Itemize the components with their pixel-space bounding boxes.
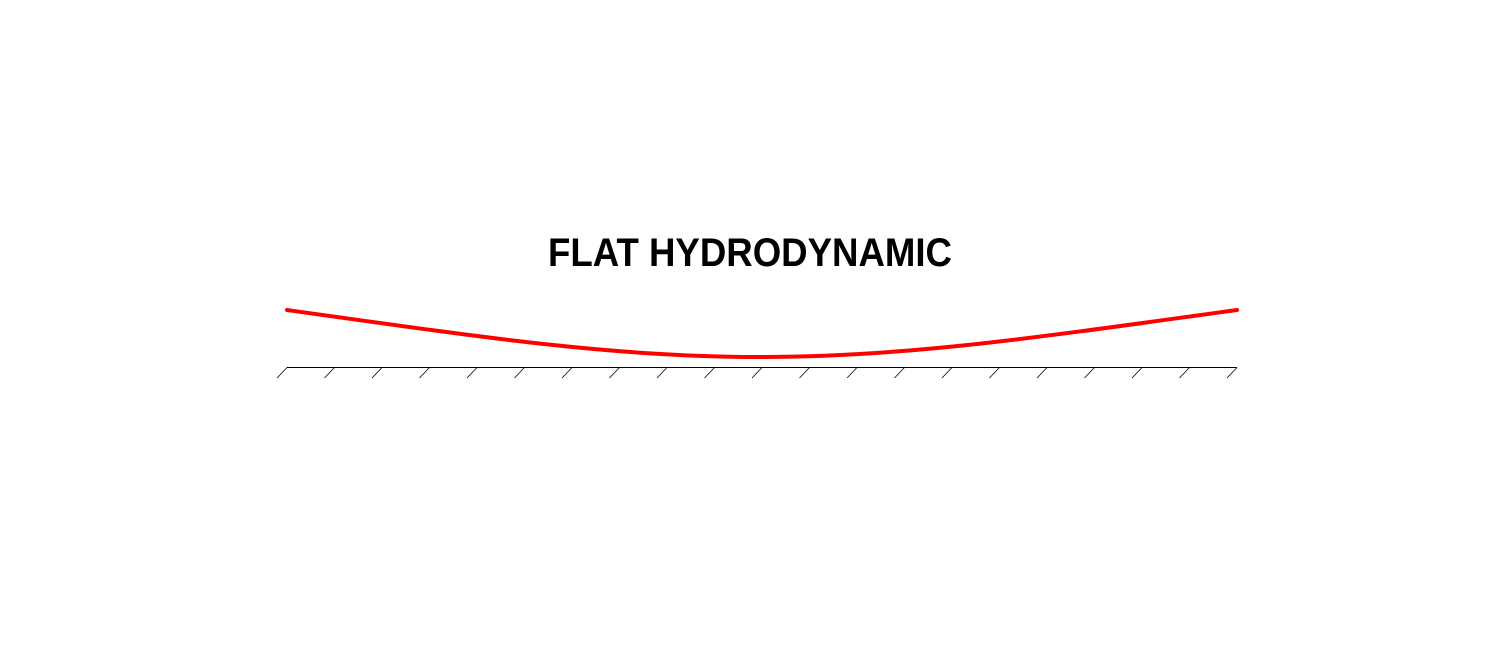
hatch [656, 367, 668, 379]
hatch [514, 367, 525, 379]
hatch [609, 367, 620, 379]
title: FLAT HYDRODYNAMIC [548, 231, 952, 275]
hatch [894, 367, 905, 379]
hatch [1226, 367, 1238, 379]
hatch [371, 367, 383, 379]
hatch [276, 367, 288, 379]
ground-hatching [276, 367, 1238, 379]
hatch [561, 367, 573, 379]
hatch [846, 367, 858, 379]
rocker-profile [285, 308, 1239, 360]
hatch [1131, 367, 1143, 379]
hatch [989, 367, 1000, 379]
hatch [751, 367, 763, 379]
hatch [466, 367, 478, 379]
hatch [1036, 367, 1048, 379]
hatch [941, 367, 953, 379]
hatch [324, 367, 335, 379]
hatch [704, 367, 715, 379]
hatch [1084, 367, 1095, 379]
hatch [1179, 367, 1190, 379]
hatch [799, 367, 810, 379]
hatch [419, 367, 430, 379]
